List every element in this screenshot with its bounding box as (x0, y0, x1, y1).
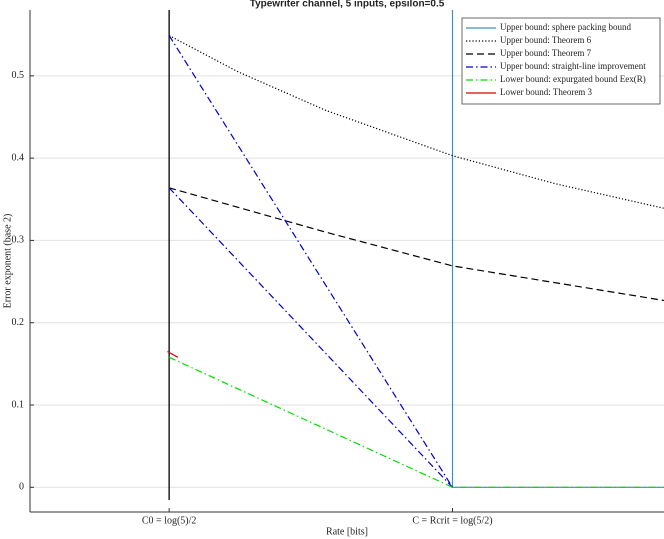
y-tick-label: 0 (19, 482, 24, 493)
series-line (168, 356, 664, 488)
series-line (168, 34, 664, 209)
legend-label: Upper bound: straight-line improvement (500, 61, 646, 71)
y-axis-label: Error exponent (base 2) (2, 214, 13, 309)
series-line (167, 350, 179, 358)
series-line (168, 35, 454, 488)
y-tick-label: 0.2 (12, 317, 25, 328)
y-tick-label: 0.1 (12, 399, 25, 410)
x-tick-label: C0 = log(5)/2 (142, 515, 197, 526)
y-tick-label: 0.3 (12, 235, 25, 246)
legend-label: Upper bound: Theorem 7 (500, 48, 592, 58)
legend-label: Upper bound: Theorem 6 (500, 35, 592, 45)
y-tick-label: 0.4 (12, 152, 25, 163)
legend-box (461, 17, 661, 105)
x-tick-label: C = Rcrit = log(5/2) (412, 515, 492, 526)
legend-label: Lower bound: expurgated bound Eex(R) (500, 74, 646, 84)
y-tick-label: 0.5 (12, 70, 25, 81)
legend-label: Lower bound: Theorem 3 (500, 87, 593, 97)
legend-label: Upper bound: sphere packing bound (500, 22, 631, 32)
x-axis-label: Rate [bits] (326, 526, 368, 537)
series-line (168, 187, 664, 302)
chart-title: Typewriter channel, 5 inputs, epsilon=0.… (250, 0, 445, 10)
